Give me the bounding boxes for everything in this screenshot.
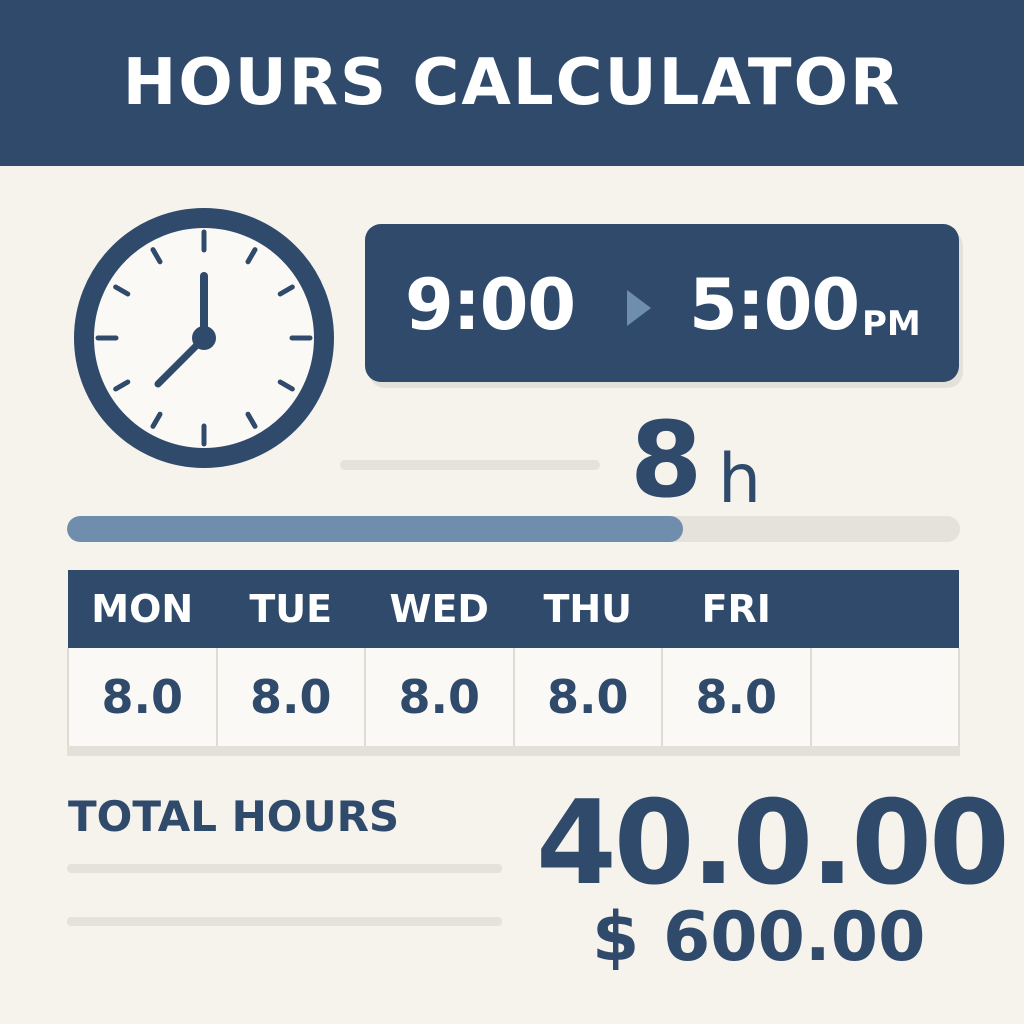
weekly-hours-table: MON TUE WED THU FRI 8.0 8.0 8.0 8.0 8.0 bbox=[67, 570, 960, 756]
day-header: FRI bbox=[662, 570, 811, 648]
clock-tick bbox=[113, 379, 131, 392]
day-header: WED bbox=[365, 570, 514, 648]
total-hours-label: TOTAL HOURS bbox=[68, 792, 400, 841]
day-header: THU bbox=[513, 570, 662, 648]
hours-cell[interactable]: 8.0 bbox=[661, 648, 812, 751]
play-arrow-icon bbox=[627, 290, 651, 326]
end-time[interactable]: 5:00 bbox=[689, 264, 860, 346]
page-title: HOURS CALCULATOR bbox=[122, 46, 902, 120]
hours-cell[interactable]: 8.0 bbox=[364, 648, 515, 751]
total-pay-value: $ 600.00 bbox=[592, 898, 926, 977]
table-row: 8.0 8.0 8.0 8.0 8.0 bbox=[67, 648, 960, 751]
clock-tick bbox=[277, 379, 295, 392]
total-hours-value: 40.0.00 bbox=[536, 776, 1010, 911]
end-time-suffix: PM bbox=[862, 304, 921, 344]
hours-cell[interactable]: 8.0 bbox=[67, 648, 218, 751]
app-header: HOURS CALCULATOR bbox=[0, 0, 1024, 166]
divider-line bbox=[340, 460, 600, 470]
clock-icon bbox=[74, 208, 334, 468]
hours-cell[interactable] bbox=[809, 648, 960, 751]
daily-hours-unit: h bbox=[718, 440, 762, 519]
progress-bar bbox=[67, 516, 960, 542]
table-header-row: MON TUE WED THU FRI bbox=[68, 570, 959, 648]
clock-tick bbox=[150, 247, 163, 265]
day-header bbox=[810, 570, 959, 648]
day-header: MON bbox=[68, 570, 217, 648]
day-header: TUE bbox=[216, 570, 365, 648]
divider-line bbox=[67, 917, 502, 926]
clock-tick bbox=[150, 411, 163, 429]
clock-tick bbox=[245, 411, 258, 429]
progress-fill bbox=[67, 516, 684, 542]
start-time[interactable]: 9:00 bbox=[405, 264, 576, 346]
clock-tick bbox=[277, 284, 295, 297]
hours-cell[interactable]: 8.0 bbox=[215, 648, 366, 751]
time-range-display[interactable]: 9:00 5:00 PM bbox=[365, 224, 959, 382]
clock-tick bbox=[113, 284, 131, 297]
daily-hours-value: 8 bbox=[630, 399, 703, 521]
divider-line bbox=[67, 864, 502, 873]
hours-cell[interactable]: 8.0 bbox=[512, 648, 663, 751]
clock-tick bbox=[245, 247, 258, 265]
